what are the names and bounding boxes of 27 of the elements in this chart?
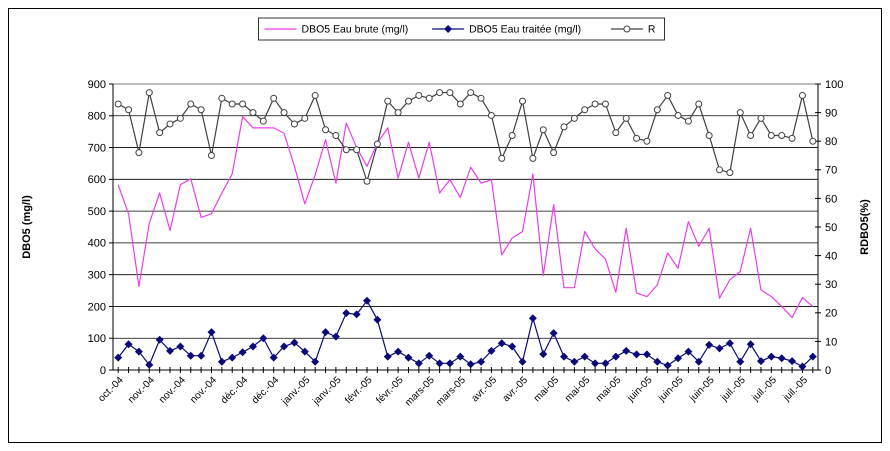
y-tick-label: 100 (88, 333, 106, 346)
y2-tick-label: 10 (825, 336, 838, 348)
y2-tick-label: 20 (825, 308, 838, 320)
y-tick-label: 800 (88, 110, 106, 123)
y-tick-label: 900 (88, 78, 106, 91)
y2-tick-label: 100 (825, 78, 844, 91)
y-tick-label: 700 (88, 142, 106, 154)
y-tick-label: 400 (88, 238, 106, 250)
y-tick-label: 500 (88, 206, 106, 218)
y2-tick-label: 90 (825, 107, 838, 120)
y-tick-label: 300 (88, 270, 106, 282)
y2-tick-label: 30 (825, 279, 838, 292)
y-tick-label: 600 (88, 174, 106, 186)
y2-axis-title: RDBO5(%) (859, 198, 871, 255)
y2-tick-label: 60 (825, 193, 838, 206)
y2-tick-label: 70 (825, 164, 838, 177)
legend-label: DBO5 Eau brute (mg/l) (302, 24, 408, 36)
y-axis-title: DBO5 (mg/l) (21, 194, 33, 259)
y-tick-label: 200 (88, 301, 106, 314)
y2-tick-label: 50 (825, 222, 838, 234)
y-tick-label: 0 (100, 364, 106, 377)
y2-tick-label: 40 (825, 250, 838, 262)
legend-label: DBO5 Eau traitée (mg/l) (469, 24, 582, 36)
y2-tick-label: 80 (825, 136, 838, 148)
line-series (118, 116, 814, 318)
legend-label: R (648, 24, 656, 36)
y2-tick-label: 0 (825, 364, 832, 377)
